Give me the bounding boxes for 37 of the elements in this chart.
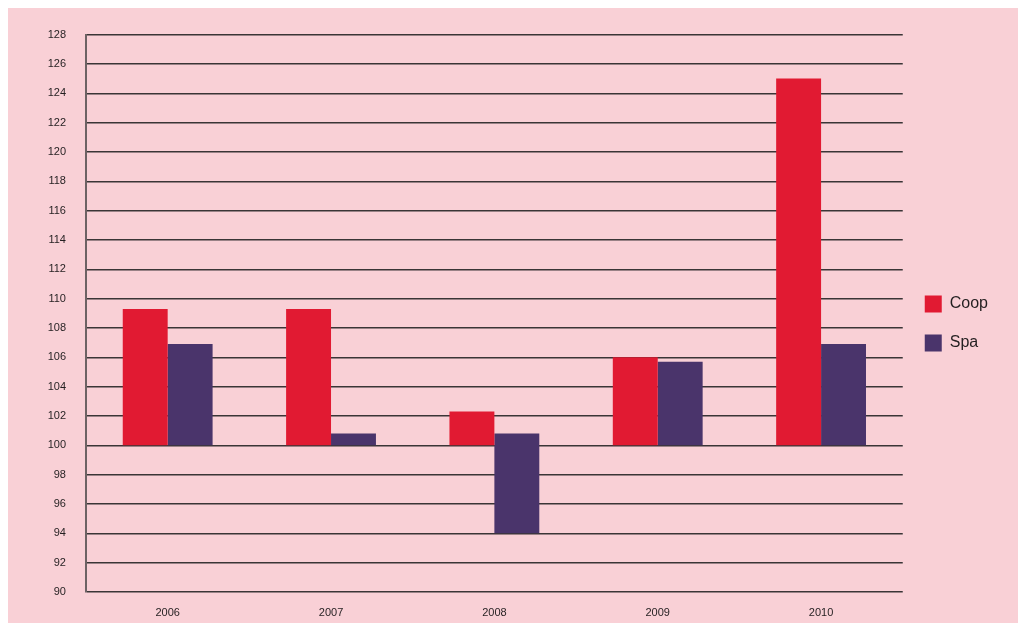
y-tick-label: 106 [47, 350, 66, 363]
x-tick-label: 2007 [318, 605, 344, 618]
y-tick-label: 118 [48, 174, 66, 187]
y-tick-label: 108 [47, 321, 66, 333]
x-tick-label: 2008 [482, 605, 507, 618]
y-tick-label: 114 [48, 232, 66, 245]
y-tick-label: 102 [47, 409, 66, 422]
legend-label: Coop [949, 294, 989, 312]
legend-label: Spa [949, 333, 979, 351]
bar [776, 78, 822, 446]
bar [167, 344, 213, 446]
bar [657, 361, 703, 446]
y-tick-label: 116 [48, 203, 66, 216]
y-tick-label: 124 [47, 86, 66, 99]
y-tick-label: 120 [47, 144, 66, 157]
y-tick-label: 126 [47, 56, 66, 69]
y-tick-label: 122 [47, 115, 66, 128]
y-tick-label: 112 [48, 262, 66, 275]
bar [122, 308, 168, 446]
bar [494, 433, 540, 534]
y-tick-label: 98 [53, 467, 66, 480]
bar [286, 308, 332, 446]
x-tick-label: 2010 [808, 605, 834, 618]
bar [331, 433, 376, 446]
bar [612, 357, 658, 446]
y-tick-label: 90 [53, 585, 66, 598]
x-tick-label: 2009 [645, 605, 670, 618]
y-tick-label: 92 [53, 555, 66, 568]
y-tick-label: 94 [53, 526, 66, 539]
y-tick-label: 110 [48, 291, 66, 304]
bar [449, 411, 495, 446]
y-tick-label: 128 [47, 27, 66, 40]
y-tick-label: 96 [53, 497, 66, 510]
bar [821, 344, 866, 446]
y-tick-label: 104 [47, 379, 66, 392]
x-tick-label: 2006 [155, 605, 180, 618]
y-tick-label: 100 [47, 438, 66, 451]
